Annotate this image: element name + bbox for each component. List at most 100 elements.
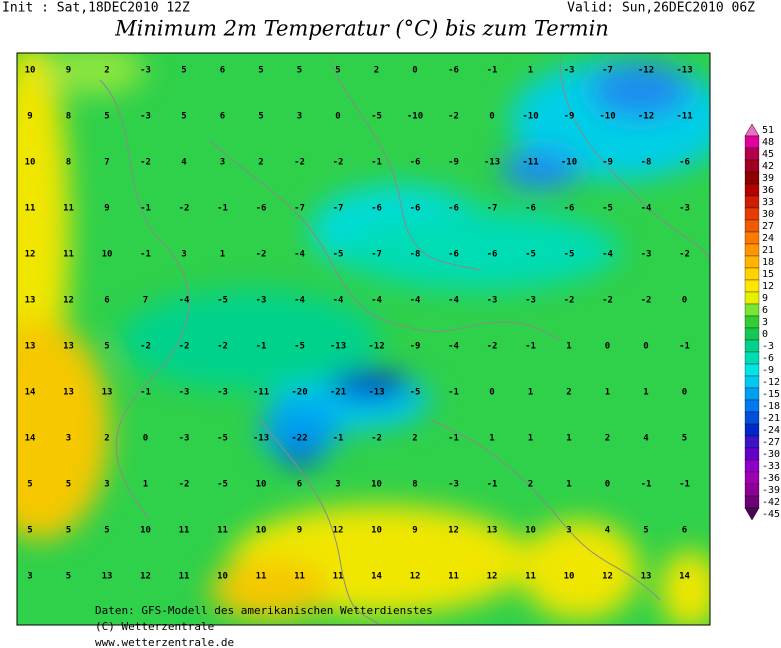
colorbar-segment <box>744 363 760 377</box>
temperature-value: 5 <box>181 112 186 122</box>
temperature-value: -2 <box>448 112 459 122</box>
colorbar-label: 51 <box>762 125 774 136</box>
temperature-value: 3 <box>66 434 71 444</box>
temperature-value: -1 <box>217 204 228 214</box>
temperature-value: -1 <box>679 480 690 490</box>
colorbar-label: -21 <box>762 413 780 424</box>
temperature-value: 5 <box>104 112 109 122</box>
temperature-value: 0 <box>143 434 148 444</box>
temperature-value: -2 <box>140 342 151 352</box>
colorbar-segment <box>744 279 760 293</box>
temperature-value: 10 <box>217 572 228 582</box>
colorbar-segment <box>744 459 760 473</box>
temperature-value: 11 <box>63 250 74 260</box>
temperature-value: -12 <box>638 66 654 76</box>
temperature-value: 1 <box>528 388 533 398</box>
temperature-value: -12 <box>638 112 654 122</box>
footer-line: www.wetterzentrale.de <box>95 636 234 648</box>
temperature-value: -4 <box>602 250 613 260</box>
temperature-value: -1 <box>641 480 652 490</box>
temperature-value: -7 <box>371 250 382 260</box>
temperature-value: 7 <box>104 158 109 168</box>
temperature-value: 14 <box>679 572 690 582</box>
temperature-value: 11 <box>179 526 190 536</box>
temperature-value: -5 <box>602 204 613 214</box>
temperature-value: -6 <box>448 66 459 76</box>
temperature-value: -5 <box>217 296 228 306</box>
temperature-value: 5 <box>335 66 340 76</box>
colorbar-segment <box>744 147 760 161</box>
colorbar-label: 36 <box>762 185 774 196</box>
map-frame <box>16 52 711 626</box>
temperature-value: 7 <box>143 296 148 306</box>
temperature-value: 1 <box>566 342 571 352</box>
map-field: 10 9 2 -3 5 6 5 5 5 2 0 -6 -1 1 -3 -7 -12 -139 8 5 -3 5 6 5 3 0 -5… <box>17 53 710 625</box>
temperature-value: 0 <box>643 342 648 352</box>
temperature-value: 3 <box>297 112 302 122</box>
temperature-value: -3 <box>448 480 459 490</box>
temperature-value: -9 <box>448 158 459 168</box>
temperature-value: -2 <box>217 342 228 352</box>
temperature-value: -20 <box>291 388 307 398</box>
temperature-value: 14 <box>25 388 36 398</box>
colorbar-label: 12 <box>762 281 774 292</box>
temperature-value: 9 <box>412 526 417 536</box>
colorbar-segment <box>744 219 760 233</box>
temperature-value: -3 <box>140 66 151 76</box>
temperature-value: -5 <box>371 112 382 122</box>
temperature-value: -1 <box>448 388 459 398</box>
temperature-value: 2 <box>104 66 109 76</box>
temperature-value: 13 <box>641 572 652 582</box>
temperature-value: -1 <box>140 250 151 260</box>
temperature-value: 12 <box>602 572 613 582</box>
temperature-value: -3 <box>525 296 536 306</box>
temperature-value: -1 <box>140 204 151 214</box>
temperature-value: -13 <box>253 434 269 444</box>
temperature-value: 9 <box>66 66 71 76</box>
temperature-value: 2 <box>104 434 109 444</box>
temperature-value: -12 <box>368 342 384 352</box>
colorbar-label: -39 <box>762 485 780 496</box>
temperature-value: -6 <box>679 158 690 168</box>
temperature-value: 12 <box>487 572 498 582</box>
temperature-value: -1 <box>487 480 498 490</box>
temperature-value: 13 <box>63 342 74 352</box>
footer-line: (C) Wetterzentrale <box>95 620 214 633</box>
temperature-value: -7 <box>602 66 613 76</box>
temperature-value: -13 <box>676 66 692 76</box>
temperature-value: -1 <box>256 342 267 352</box>
colorbar-label: -3 <box>762 341 774 352</box>
colorbar-label: -42 <box>762 497 780 508</box>
temperature-value: -21 <box>330 388 346 398</box>
temperature-value: 6 <box>682 526 687 536</box>
temperature-value: 10 <box>371 526 382 536</box>
temperature-value: 12 <box>410 572 421 582</box>
temperature-value: -8 <box>641 158 652 168</box>
temperature-value: -5 <box>525 250 536 260</box>
temperature-value: -1 <box>487 66 498 76</box>
temperature-value: 12 <box>140 572 151 582</box>
colorbar-label: 21 <box>762 245 774 256</box>
temperature-value: 3 <box>220 158 225 168</box>
temperature-value: 9 <box>297 526 302 536</box>
temperature-value: 10 <box>256 526 267 536</box>
temperature-value: 3 <box>181 250 186 260</box>
temperature-value: 10 <box>525 526 536 536</box>
temperature-value: -4 <box>333 296 344 306</box>
temperature-value: 13 <box>25 296 36 306</box>
colorbar-label: 42 <box>762 161 774 172</box>
temperature-value: 4 <box>181 158 187 168</box>
temperature-value: 12 <box>25 250 36 260</box>
temperature-value: -2 <box>179 204 190 214</box>
temperature-value: -4 <box>294 296 305 306</box>
temperature-value: 5 <box>682 434 687 444</box>
temperature-value: -4 <box>179 296 190 306</box>
temperature-value: 0 <box>412 66 417 76</box>
temperature-value: 10 <box>25 66 36 76</box>
temperature-value: -10 <box>407 112 423 122</box>
temperature-value: -2 <box>140 158 151 168</box>
colorbar-label: -30 <box>762 449 780 460</box>
colorbar-label: 24 <box>762 233 774 244</box>
temperature-value: -2 <box>371 434 382 444</box>
